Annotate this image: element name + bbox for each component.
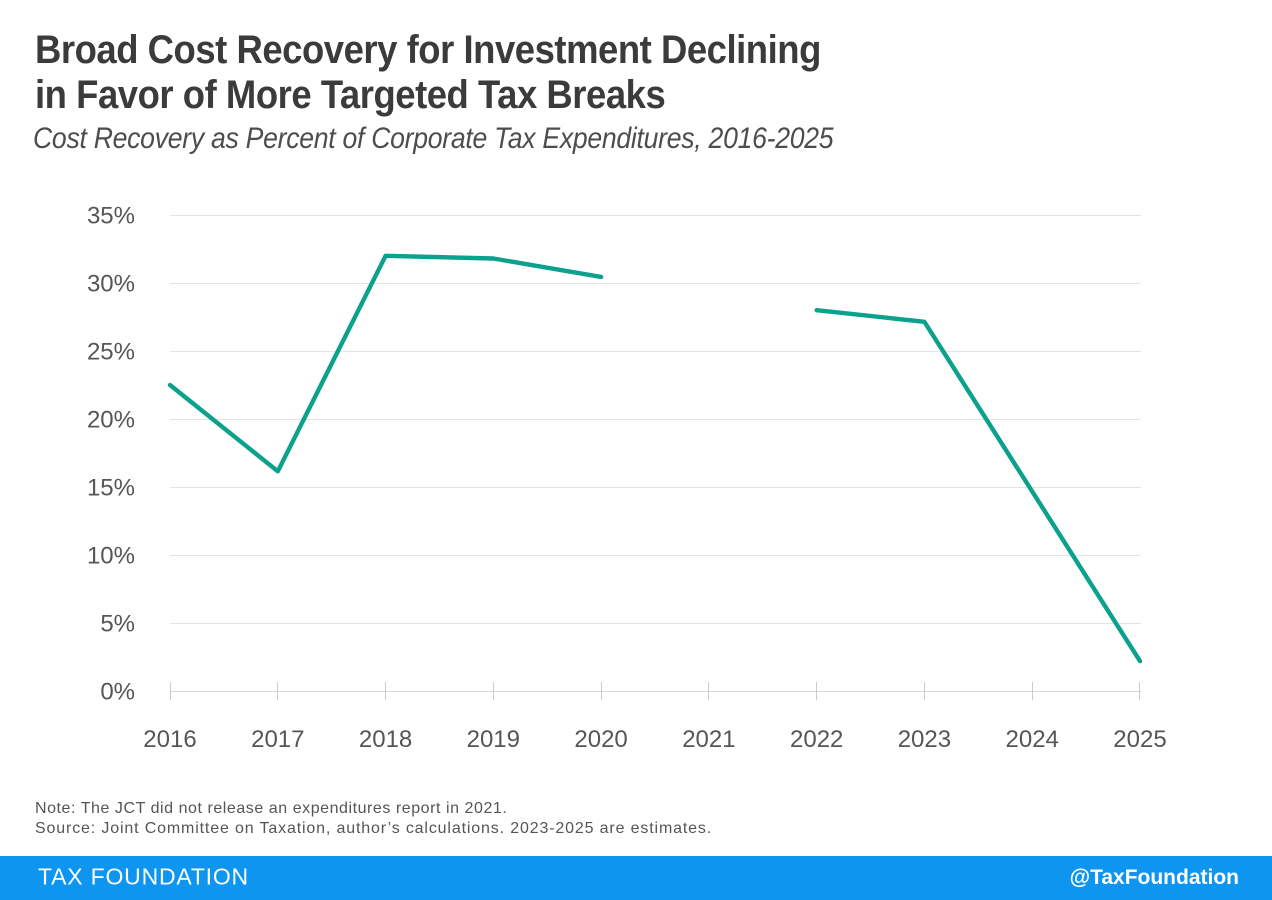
svg-text:30%: 30%: [87, 271, 135, 298]
svg-text:25%: 25%: [87, 339, 135, 366]
svg-text:2020: 2020: [574, 726, 627, 753]
svg-text:2022: 2022: [790, 726, 843, 753]
svg-text:2023: 2023: [898, 726, 951, 753]
svg-text:20%: 20%: [87, 407, 135, 434]
svg-text:5%: 5%: [100, 611, 135, 638]
svg-text:2018: 2018: [359, 726, 412, 753]
svg-text:2024: 2024: [1006, 726, 1059, 753]
svg-text:2019: 2019: [467, 726, 520, 753]
svg-text:0%: 0%: [100, 679, 135, 706]
svg-text:2017: 2017: [251, 726, 304, 753]
svg-text:2021: 2021: [682, 726, 735, 753]
svg-text:2016: 2016: [143, 726, 196, 753]
svg-text:35%: 35%: [87, 203, 135, 230]
svg-text:10%: 10%: [87, 543, 135, 570]
svg-text:15%: 15%: [87, 475, 135, 502]
svg-text:2025: 2025: [1113, 726, 1166, 753]
